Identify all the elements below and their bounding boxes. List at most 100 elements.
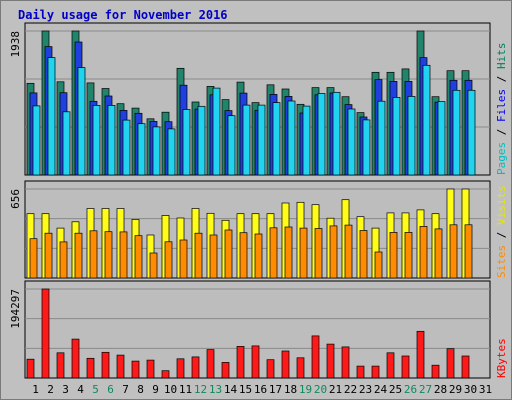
middle-bar-sites xyxy=(89,230,98,279)
middle-bar-sites xyxy=(59,241,68,279)
top-bar-pages xyxy=(47,57,56,176)
legend-label-part: Pages xyxy=(495,142,508,175)
middle-bar-sites xyxy=(344,224,353,279)
top-bar-pages xyxy=(287,100,296,176)
x-tick-label: 23 xyxy=(359,383,372,396)
bottom-bar-kbytes xyxy=(371,365,380,379)
bottom-bar-kbytes xyxy=(251,345,260,379)
top-bar-pages xyxy=(137,123,146,176)
bottom-bar-kbytes xyxy=(386,352,395,379)
legend-label-part: / xyxy=(495,122,508,142)
x-tick-label: 29 xyxy=(449,383,462,396)
x-tick-label: 16 xyxy=(254,383,267,396)
middle-bar-sites xyxy=(314,228,323,279)
legend-label-part: Hits xyxy=(495,43,508,70)
x-tick-label: 25 xyxy=(389,383,402,396)
top-bar-pages xyxy=(437,101,446,176)
top-bar-pages xyxy=(92,105,101,176)
top-ytick-label: 1938 xyxy=(9,31,22,58)
x-tick-label: 27 xyxy=(419,383,432,396)
middle-bar-sites xyxy=(224,229,233,279)
bottom-bar-kbytes xyxy=(356,365,365,379)
legend-label-part: KBytes xyxy=(495,338,508,378)
middle-bar-sites xyxy=(464,224,473,279)
x-tick-label: 10 xyxy=(164,383,177,396)
middle-bar-sites xyxy=(254,233,263,279)
x-tick-label: 30 xyxy=(464,383,477,396)
middle-bar-sites xyxy=(44,232,53,279)
middle-bar-sites xyxy=(209,234,218,279)
x-tick-label: 8 xyxy=(137,383,144,396)
top-bar-pages xyxy=(317,93,326,176)
bottom-bar-kbytes xyxy=(176,358,185,379)
top-bar-pages xyxy=(182,109,191,176)
bottom-bar-kbytes xyxy=(326,343,335,379)
bottom-ytick-label: 194297 xyxy=(9,289,22,329)
top-bar-pages xyxy=(467,89,476,176)
top-bar-pages xyxy=(212,87,221,176)
bottom-bar-kbytes xyxy=(71,338,80,379)
middle-bar-sites xyxy=(374,251,383,279)
chart-title: Daily usage for November 2016 xyxy=(18,8,228,22)
middle-bar-sites xyxy=(194,232,203,279)
x-tick-label: 7 xyxy=(122,383,129,396)
top-bar-pages xyxy=(107,105,116,176)
middle-bar-sites xyxy=(134,235,143,279)
legend-label-part: / xyxy=(495,225,508,245)
middle-bar-sites xyxy=(164,241,173,279)
top-bar-pages xyxy=(257,104,266,176)
x-tick-label: 19 xyxy=(299,383,312,396)
legend-label-part: Files xyxy=(495,89,508,122)
bottom-bar-kbytes xyxy=(446,348,455,379)
middle-bar-sites xyxy=(284,226,293,279)
top-bar-pages xyxy=(242,104,251,176)
top-bar-pages xyxy=(407,96,416,176)
middle-bar-sites xyxy=(29,238,38,279)
bottom-bar-kbytes xyxy=(116,354,125,379)
bottom-bar-kbytes xyxy=(311,335,320,379)
middle-bar-sites xyxy=(299,227,308,279)
middle-bar-sites xyxy=(434,228,443,279)
middle-series-legend: Sites / Visits xyxy=(495,185,508,278)
bottom-bar-kbytes xyxy=(146,359,155,379)
x-tick-label: 26 xyxy=(404,383,417,396)
bottom-bar-kbytes xyxy=(161,370,170,379)
x-tick-label: 28 xyxy=(434,383,447,396)
x-tick-label: 14 xyxy=(224,383,238,396)
bottom-bar-kbytes xyxy=(266,359,275,379)
top-bar-pages xyxy=(452,89,461,176)
x-tick-label: 1 xyxy=(32,383,39,396)
bottom-bar-kbytes xyxy=(26,358,35,379)
legend-label-part: Visits xyxy=(495,185,508,225)
x-tick-label: 2 xyxy=(47,383,54,396)
x-tick-label: 24 xyxy=(374,383,388,396)
top-bar-pages xyxy=(122,119,131,176)
top-bar-pages xyxy=(347,108,356,176)
top-bar-pages xyxy=(272,102,281,176)
top-bar-pages xyxy=(32,105,41,176)
legend-label-part: / xyxy=(495,69,508,89)
x-tick-label: 5 xyxy=(92,383,99,396)
middle-bar-sites xyxy=(179,239,188,279)
bottom-bar-kbytes xyxy=(86,357,95,379)
x-tick-label: 31 xyxy=(479,383,492,396)
bottom-bar-kbytes xyxy=(431,364,440,379)
middle-bar-sites xyxy=(149,252,158,279)
x-tick-label: 4 xyxy=(77,383,84,396)
bottom-bar-kbytes xyxy=(101,351,110,379)
bottom-bar-kbytes xyxy=(281,350,290,379)
bottom-bar-kbytes xyxy=(461,355,470,379)
bottom-bar-kbytes xyxy=(41,288,50,379)
top-bar-pages xyxy=(377,100,386,176)
middle-bar-sites xyxy=(404,232,413,279)
x-tick-label: 13 xyxy=(209,383,222,396)
top-bar-pages xyxy=(152,126,161,176)
middle-bar-sites xyxy=(74,232,83,279)
x-tick-label: 3 xyxy=(62,383,69,396)
top-bar-pages xyxy=(332,91,341,176)
top-bar-pages xyxy=(167,128,176,176)
middle-bar-sites xyxy=(239,232,248,279)
x-tick-label: 20 xyxy=(314,383,327,396)
